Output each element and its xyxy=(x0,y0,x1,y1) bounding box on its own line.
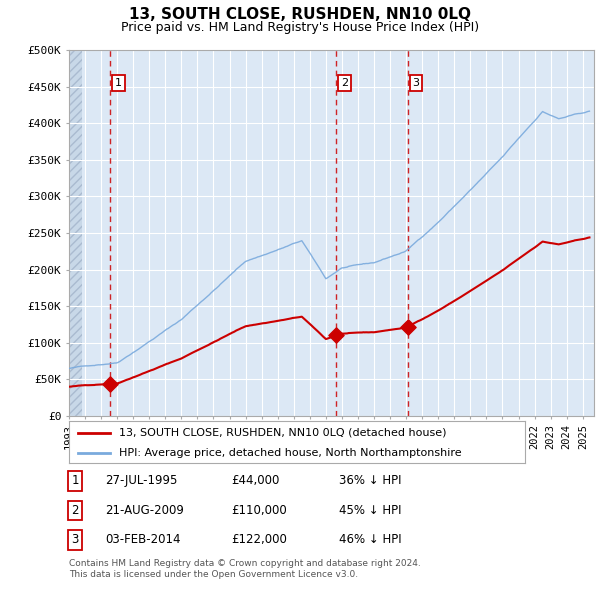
Text: £110,000: £110,000 xyxy=(231,504,287,517)
Point xyxy=(331,331,341,340)
Text: HPI: Average price, detached house, North Northamptonshire: HPI: Average price, detached house, Nort… xyxy=(119,448,462,457)
Text: 45% ↓ HPI: 45% ↓ HPI xyxy=(339,504,401,517)
Text: Contains HM Land Registry data © Crown copyright and database right 2024.: Contains HM Land Registry data © Crown c… xyxy=(69,559,421,568)
Text: 2: 2 xyxy=(71,504,79,517)
Text: 36% ↓ HPI: 36% ↓ HPI xyxy=(339,474,401,487)
Text: 1: 1 xyxy=(71,474,79,487)
Text: 3: 3 xyxy=(71,533,79,546)
Text: 2: 2 xyxy=(341,78,348,88)
Point xyxy=(403,322,412,332)
Text: Price paid vs. HM Land Registry's House Price Index (HPI): Price paid vs. HM Land Registry's House … xyxy=(121,21,479,34)
Text: 3: 3 xyxy=(412,78,419,88)
Text: This data is licensed under the Open Government Licence v3.0.: This data is licensed under the Open Gov… xyxy=(69,571,358,579)
Text: 03-FEB-2014: 03-FEB-2014 xyxy=(105,533,181,546)
Text: 21-AUG-2009: 21-AUG-2009 xyxy=(105,504,184,517)
Text: 13, SOUTH CLOSE, RUSHDEN, NN10 0LQ (detached house): 13, SOUTH CLOSE, RUSHDEN, NN10 0LQ (deta… xyxy=(119,428,446,438)
Text: £122,000: £122,000 xyxy=(231,533,287,546)
Point xyxy=(106,379,115,388)
Text: 27-JUL-1995: 27-JUL-1995 xyxy=(105,474,178,487)
Text: 1: 1 xyxy=(115,78,122,88)
Text: £44,000: £44,000 xyxy=(231,474,280,487)
Text: 13, SOUTH CLOSE, RUSHDEN, NN10 0LQ: 13, SOUTH CLOSE, RUSHDEN, NN10 0LQ xyxy=(129,7,471,22)
Text: 46% ↓ HPI: 46% ↓ HPI xyxy=(339,533,401,546)
